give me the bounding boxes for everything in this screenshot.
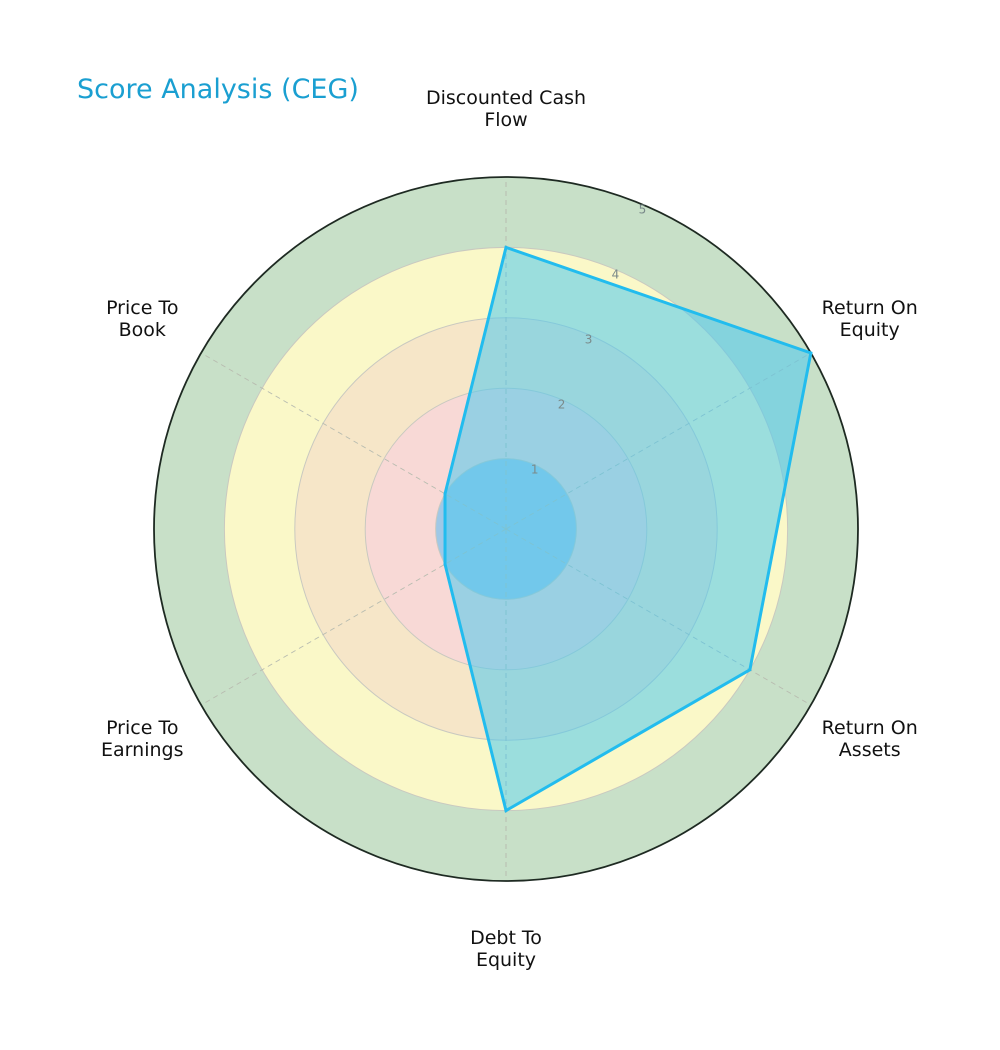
data-point	[504, 809, 508, 813]
category-label: Discounted Cash Flow	[426, 87, 586, 131]
category-label-line: Equity	[840, 319, 900, 341]
category-label-line: Earnings	[101, 739, 183, 761]
category-label-line: Assets	[839, 739, 901, 761]
category-label: Return On Equity	[822, 297, 918, 341]
radial-tick-label: 3	[585, 332, 593, 346]
radial-tick-label: 4	[612, 267, 620, 281]
category-label-line: Equity	[476, 949, 536, 971]
radial-tick-label: 1	[531, 463, 539, 477]
category-label-line: Flow	[484, 109, 527, 131]
chart-title: Score Analysis (CEG)	[77, 74, 359, 105]
category-label: Price To Book	[106, 297, 178, 341]
category-label-line: Price To	[106, 297, 178, 319]
category-label-line: Discounted Cash	[426, 87, 586, 109]
data-point	[443, 562, 447, 566]
category-label: Debt To Equity	[470, 927, 542, 971]
data-point	[809, 351, 813, 355]
data-point	[504, 245, 508, 249]
category-label-line: Debt To	[470, 927, 542, 949]
category-label-line: Return On	[822, 717, 918, 739]
data-point	[443, 492, 447, 496]
data-point	[748, 668, 752, 672]
category-label-line: Book	[119, 319, 166, 341]
category-label: Return On Assets	[822, 717, 918, 761]
category-label-line: Return On	[822, 297, 918, 319]
radial-tick-label: 5	[639, 202, 647, 216]
category-label: Price To Earnings	[101, 717, 183, 761]
category-label-line: Price To	[106, 717, 178, 739]
outer-ring	[153, 176, 859, 882]
radial-tick-label: 2	[558, 397, 566, 411]
